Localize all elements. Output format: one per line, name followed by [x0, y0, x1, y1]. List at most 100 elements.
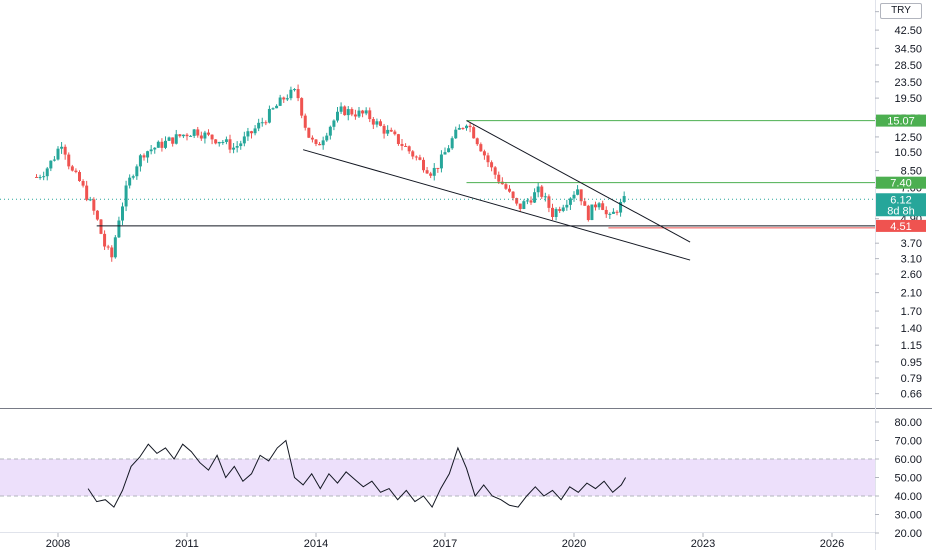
candle-body[interactable] [124, 185, 128, 207]
candle-body[interactable] [371, 119, 375, 125]
candle-body[interactable] [70, 166, 74, 171]
candle-body[interactable] [95, 210, 99, 220]
candle-body[interactable] [543, 196, 547, 198]
candle-body[interactable] [594, 204, 597, 208]
candle-body[interactable] [221, 141, 225, 143]
candle-body[interactable] [74, 170, 78, 173]
candle-body[interactable] [45, 168, 49, 177]
candle-body[interactable] [56, 148, 60, 160]
candle-body[interactable] [357, 110, 361, 117]
candle-body[interactable] [99, 219, 103, 234]
candle-body[interactable] [432, 167, 436, 176]
candle-body[interactable] [475, 138, 479, 145]
candle-body[interactable] [196, 129, 200, 136]
candle-body[interactable] [375, 121, 379, 125]
candle-body[interactable] [568, 198, 572, 205]
candle-body[interactable] [239, 143, 243, 147]
candle-body[interactable] [260, 122, 264, 124]
candle-body[interactable] [81, 181, 85, 186]
candle-body[interactable] [110, 247, 114, 258]
candle-body[interactable] [511, 191, 515, 199]
candle-body[interactable] [497, 174, 501, 182]
candle-body[interactable] [242, 136, 246, 144]
candle-body[interactable] [339, 106, 343, 112]
candle-body[interactable] [486, 155, 490, 163]
candle-body[interactable] [561, 207, 565, 211]
candle-body[interactable] [35, 176, 38, 178]
candle-body[interactable] [192, 129, 196, 136]
candle-body[interactable] [336, 111, 339, 121]
candle-body[interactable] [149, 149, 153, 152]
candle-body[interactable] [164, 140, 167, 148]
candle-body[interactable] [264, 122, 268, 124]
candle-body[interactable] [379, 121, 382, 126]
candle-body[interactable] [493, 167, 497, 175]
candle-body[interactable] [554, 209, 558, 218]
candle-body[interactable] [396, 134, 400, 144]
candle-body[interactable] [232, 147, 236, 150]
candle-body[interactable] [85, 185, 89, 200]
candle-body[interactable] [267, 108, 271, 123]
candle-body[interactable] [156, 141, 160, 148]
candle-body[interactable] [565, 204, 569, 208]
candle-body[interactable] [443, 152, 447, 155]
candle-body[interactable] [257, 122, 261, 129]
candlestick-series[interactable] [35, 84, 626, 262]
candle-body[interactable] [572, 194, 576, 199]
candle-body[interactable] [207, 132, 210, 135]
candle-body[interactable] [457, 127, 461, 130]
candle-body[interactable] [321, 140, 325, 146]
candle-body[interactable] [576, 189, 580, 195]
candle-body[interactable] [113, 237, 117, 258]
candle-body[interactable] [525, 200, 529, 202]
candle-body[interactable] [185, 134, 189, 137]
candle-body[interactable] [454, 129, 458, 139]
candle-body[interactable] [224, 139, 228, 142]
candle-body[interactable] [167, 137, 171, 141]
candle-body[interactable] [174, 134, 178, 144]
candle-body[interactable] [63, 146, 67, 155]
candle-body[interactable] [615, 211, 619, 213]
time-axis[interactable]: 2008 2011 2014 2017 2020 2023 2026 [46, 533, 844, 550]
candle-body[interactable] [203, 132, 207, 139]
candle-body[interactable] [447, 148, 451, 153]
candle-body[interactable] [181, 134, 185, 137]
candle-body[interactable] [235, 146, 239, 148]
candle-body[interactable] [611, 211, 615, 214]
candle-body[interactable] [138, 155, 142, 167]
candle-body[interactable] [103, 233, 107, 247]
candle-body[interactable] [583, 201, 587, 206]
candle-body[interactable] [228, 139, 232, 150]
candle-body[interactable] [60, 146, 64, 149]
candle-body[interactable] [529, 200, 533, 203]
candle-body[interactable] [601, 203, 605, 210]
candle-body[interactable] [425, 170, 429, 174]
price-axis[interactable]: 52.5042.5034.5028.5023.5019.5015.5012.50… [875, 7, 926, 540]
rsi-line[interactable] [87, 439, 627, 509]
candle-body[interactable] [436, 167, 440, 169]
candle-body[interactable] [328, 126, 332, 136]
candle-body[interactable] [479, 144, 483, 152]
candle-body[interactable] [382, 125, 386, 134]
candle-body[interactable] [160, 141, 164, 148]
candle-body[interactable] [106, 246, 110, 248]
candle-body[interactable] [296, 89, 300, 99]
candle-body[interactable] [461, 127, 465, 129]
trendline[interactable] [302, 149, 691, 261]
candle-body[interactable] [117, 220, 121, 238]
candle-body[interactable] [178, 134, 182, 137]
candle-body[interactable] [325, 135, 329, 141]
candle-body[interactable] [558, 209, 562, 211]
candle-body[interactable] [318, 143, 322, 146]
candle-body[interactable] [407, 146, 411, 152]
candle-body[interactable] [128, 177, 132, 186]
candle-body[interactable] [482, 151, 486, 156]
candle-body[interactable] [214, 139, 218, 144]
candle-body[interactable] [49, 160, 53, 169]
candle-body[interactable] [271, 108, 275, 110]
candle-body[interactable] [608, 213, 612, 215]
candle-body[interactable] [411, 151, 415, 157]
candle-body[interactable] [131, 176, 135, 178]
